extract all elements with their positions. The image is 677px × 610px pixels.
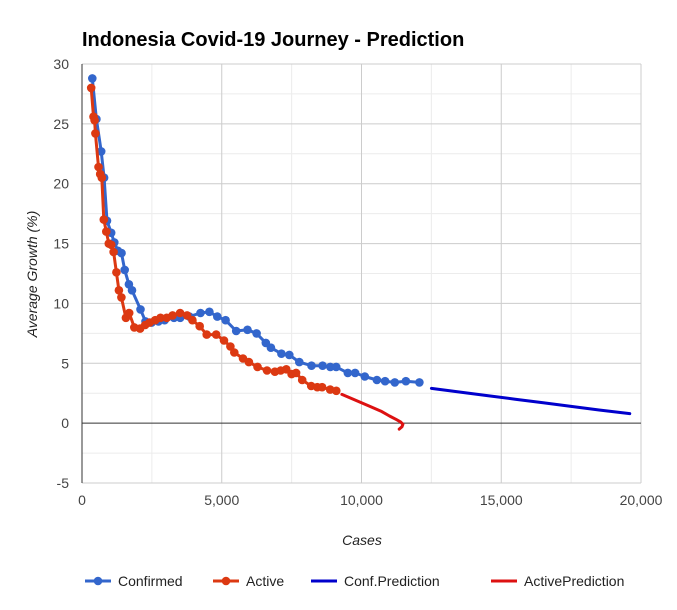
y-tick-label: 0	[61, 415, 69, 431]
legend-item-active: Active	[213, 573, 284, 589]
data-point-confirmed	[205, 307, 214, 317]
data-point-confirmed	[196, 308, 205, 318]
data-point-active	[291, 368, 301, 378]
series-line-activeprediction	[340, 392, 405, 431]
legend-item-conf-prediction: Conf.Prediction	[311, 573, 440, 589]
data-point-confirmed	[127, 286, 137, 295]
grid	[82, 63, 642, 484]
data-point-confirmed	[343, 368, 353, 378]
data-point-active	[244, 357, 254, 367]
y-tick-label: 20	[53, 176, 69, 192]
y-tick-label: 15	[53, 236, 69, 252]
x-tick-label: 15,000	[480, 492, 523, 508]
data-point-confirmed	[221, 315, 230, 325]
x-axis-label: Cases	[342, 532, 382, 548]
data-point-confirmed	[252, 329, 261, 338]
tick-labels: -5 0 5 10 15 20 25 30 0 5,000 10,000 15,000 20,000	[53, 56, 662, 508]
series-line-conf-prediction	[429, 386, 632, 416]
chart-title: Indonesia Covid-19 Journey - Prediction	[82, 29, 464, 51]
data-point-confirmed	[390, 378, 400, 387]
y-tick-label: -5	[57, 475, 70, 491]
data-point-active	[117, 293, 126, 302]
data-point-confirmed	[307, 361, 316, 371]
data-point-confirmed	[295, 357, 304, 367]
data-point-active	[219, 336, 229, 345]
data-point-active	[297, 375, 307, 385]
data-point-confirmed	[277, 349, 286, 359]
y-tick-label: 10	[53, 295, 69, 311]
data-point-active	[90, 116, 99, 125]
data-point-confirmed	[415, 378, 424, 387]
y-axis-label: Average Growth (%)	[24, 211, 40, 339]
legend-swatch-marker	[93, 576, 103, 586]
series-conf-prediction	[429, 386, 632, 416]
data-point-confirmed	[331, 362, 341, 372]
series-active	[86, 83, 341, 396]
data-point-active	[262, 366, 272, 375]
x-tick-label: 10,000	[340, 492, 383, 508]
data-point-active	[188, 315, 197, 325]
legend-label: Confirmed	[118, 573, 183, 589]
data-point-confirmed	[350, 368, 360, 378]
data-point-active	[124, 308, 134, 318]
data-point-confirmed	[120, 265, 129, 275]
data-point-active	[175, 308, 185, 318]
legend-label: ActivePrediction	[524, 573, 624, 589]
data-point-confirmed	[372, 375, 382, 385]
data-point-confirmed	[266, 343, 276, 353]
data-point-active	[195, 321, 204, 331]
data-point-active	[107, 240, 116, 250]
data-point-active	[112, 268, 121, 277]
data-point-active	[94, 162, 103, 172]
data-point-confirmed	[88, 74, 97, 83]
legend-swatch-marker	[221, 576, 231, 586]
data-point-confirmed	[117, 248, 126, 258]
series-layer	[86, 74, 632, 431]
data-point-active	[86, 83, 96, 93]
legend-item-activeprediction: ActivePrediction	[491, 573, 624, 589]
data-point-confirmed	[326, 362, 335, 372]
data-point-active	[97, 173, 107, 182]
x-tick-label: 0	[78, 492, 86, 508]
legend: Confirmed Active Conf.Prediction ActivePred…	[85, 573, 624, 589]
y-tick-label: 5	[61, 355, 69, 371]
data-point-confirmed	[231, 326, 241, 336]
data-point-confirmed	[213, 312, 222, 321]
axes	[81, 64, 641, 483]
data-point-active	[168, 311, 177, 320]
y-tick-label: 30	[53, 56, 69, 72]
legend-item-confirmed: Confirmed	[85, 573, 183, 589]
data-point-active	[114, 286, 124, 295]
x-tick-label: 5,000	[204, 492, 239, 508]
data-point-active	[91, 129, 100, 138]
data-point-active	[211, 330, 221, 339]
data-point-confirmed	[360, 372, 370, 381]
data-point-confirmed	[318, 361, 327, 371]
data-point-confirmed	[285, 350, 294, 360]
data-point-active	[230, 348, 239, 357]
data-point-confirmed	[380, 376, 390, 386]
data-point-active	[202, 330, 211, 339]
legend-label: Active	[246, 573, 284, 589]
data-point-confirmed	[243, 325, 252, 335]
data-point-active	[99, 215, 109, 224]
data-point-confirmed	[401, 376, 411, 386]
data-point-active	[102, 227, 111, 236]
x-tick-label: 20,000	[620, 492, 663, 508]
data-point-confirmed	[96, 147, 106, 156]
data-point-active	[156, 313, 165, 323]
y-tick-label: 25	[53, 116, 69, 132]
legend-label: Conf.Prediction	[344, 573, 440, 589]
data-point-confirmed	[136, 305, 145, 314]
data-point-active	[253, 362, 262, 372]
data-point-active	[317, 382, 327, 392]
series-activeprediction	[340, 392, 405, 431]
data-point-active	[332, 386, 341, 396]
data-point-active	[109, 247, 118, 257]
